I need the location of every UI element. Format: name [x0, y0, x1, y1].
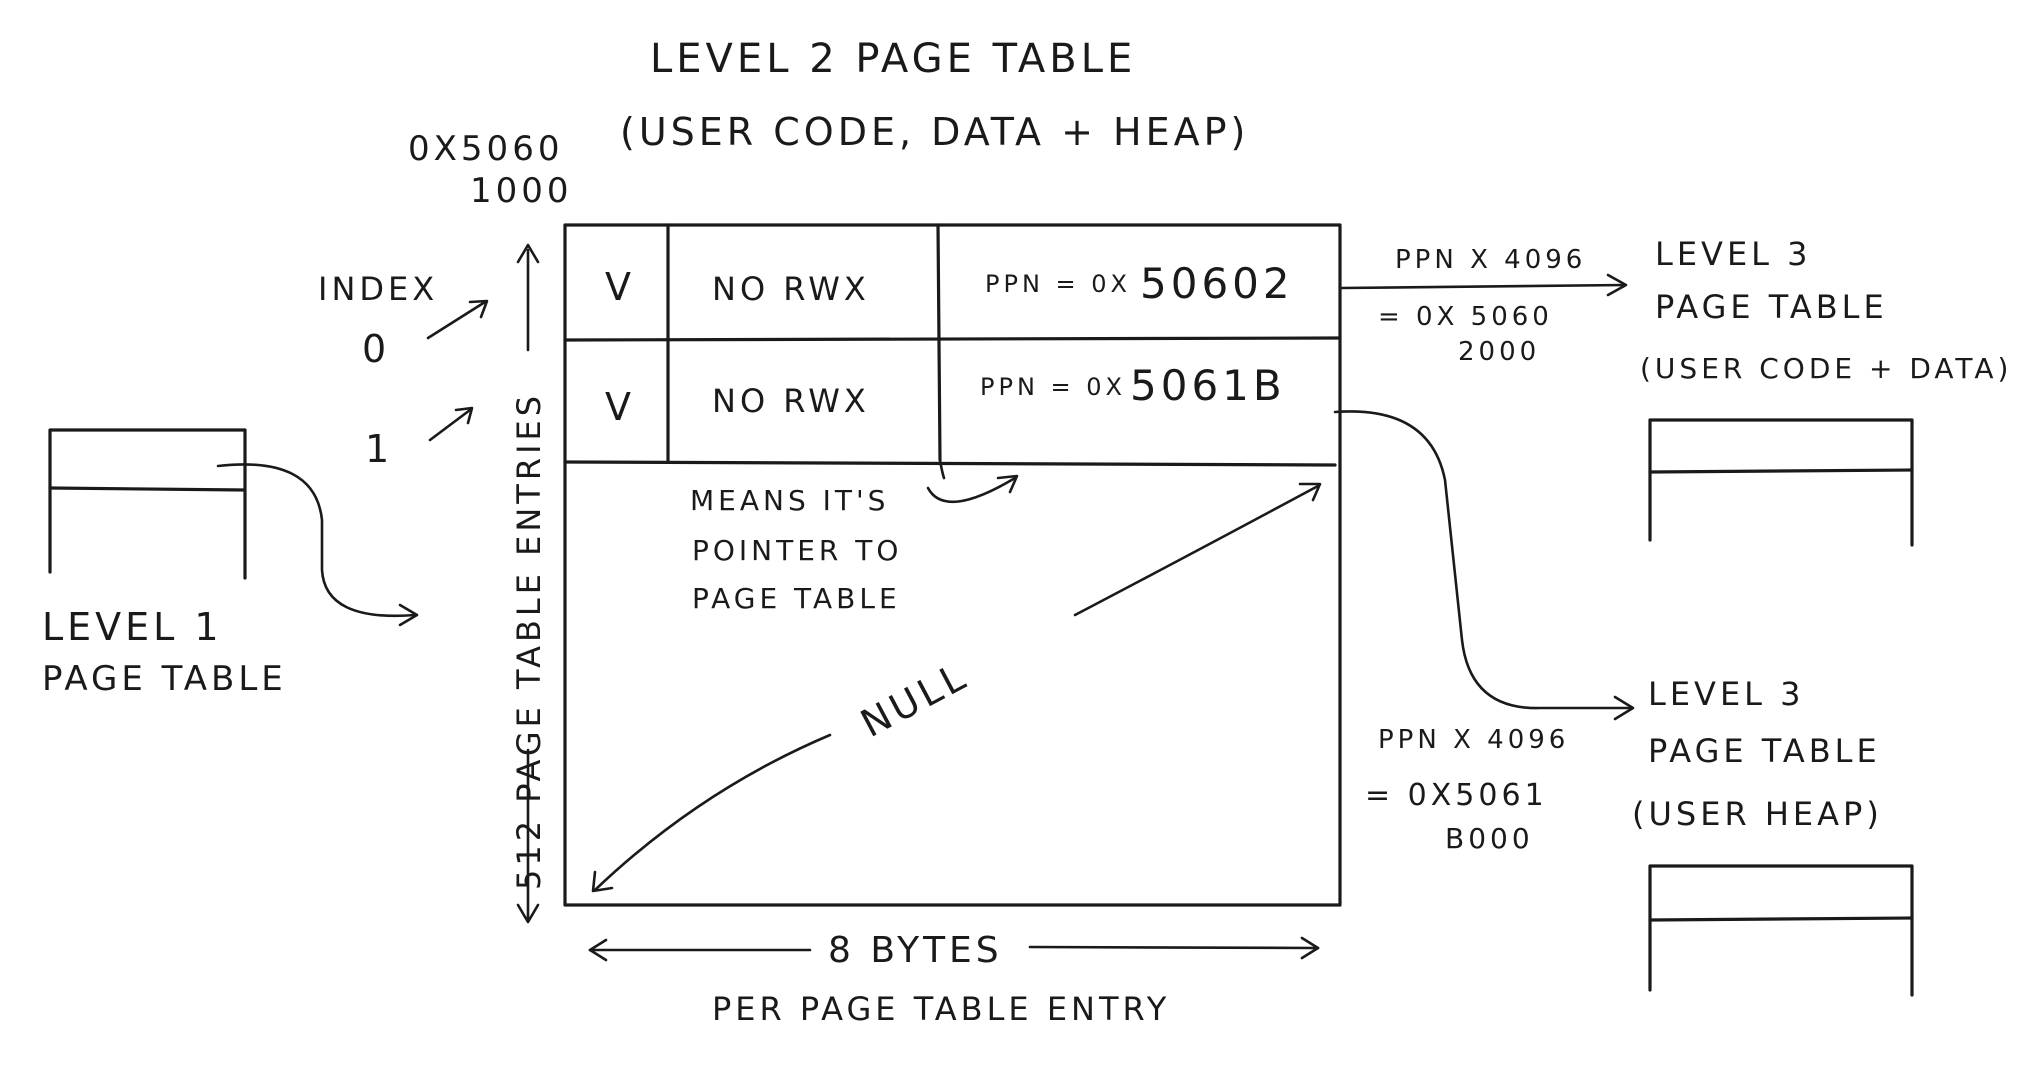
- entry-width-arrow: [588, 936, 1320, 962]
- level3-heap-page-table: [1648, 864, 1914, 997]
- note-line3: PAGE TABLE: [692, 582, 901, 615]
- level2-address-line2: 1000: [470, 171, 573, 211]
- entry-valid-bit: V: [605, 385, 635, 429]
- level3-heap-title-line2: PAGE TABLE: [1648, 732, 1881, 770]
- note-line1: MEANS IT'S: [690, 484, 889, 517]
- index-1-arrow: [428, 406, 474, 442]
- level1-title-line2: PAGE TABLE: [42, 659, 287, 699]
- entry1-to-level3-heap-arrow: [1333, 410, 1635, 721]
- entry-ppn-prefix: PPN = 0x: [980, 373, 1126, 401]
- entry-valid-bit: V: [605, 265, 635, 309]
- calc-top-line2: = 0x 5060: [1378, 302, 1553, 332]
- level3-heap-title-line3: (USER HEAP): [1632, 795, 1883, 833]
- calc-bottom-line2: = 0x5061: [1365, 778, 1548, 813]
- entry-width-label: 8 BYTES: [828, 930, 1003, 971]
- calc-bottom-line1: PPN x 4096: [1378, 725, 1569, 755]
- null-label: NULL: [854, 653, 976, 746]
- level2-page-table: [563, 223, 1342, 907]
- index-label: INDEX: [318, 270, 438, 308]
- level3-code-title-line3: (USER CODE + DATA): [1640, 352, 2012, 385]
- index-0-label: 0: [362, 327, 390, 371]
- page-table-entry-1: V NO RWX PPN = 0x 5061B: [605, 361, 1286, 429]
- level1-page-table: [48, 428, 247, 580]
- entries-count-label: 512 PAGE TABLE ENTRIES: [510, 392, 548, 890]
- calc-top-line1: PPN x 4096: [1395, 245, 1586, 275]
- entry-permissions: NO RWX: [712, 270, 870, 308]
- note-arrow: [926, 474, 1019, 504]
- entry-ppn-prefix: PPN = 0x: [985, 270, 1131, 298]
- level2-title-line1: LEVEL 2 PAGE TABLE: [650, 36, 1136, 82]
- level2-title-line2: (USER CODE, DATA + HEAP): [620, 110, 1249, 154]
- level3-code-page-table: [1648, 418, 1914, 547]
- null-region-arrow: [591, 482, 1322, 893]
- level3-code-title-line2: PAGE TABLE: [1655, 288, 1888, 326]
- index-1-label: 1: [365, 427, 393, 471]
- entries-count-arrow: [516, 243, 540, 924]
- level1-title-line1: LEVEL 1: [42, 605, 223, 649]
- entry0-to-level3-code-arrow: [1340, 273, 1628, 297]
- level1-to-level2-arrow: [216, 463, 419, 627]
- entry-permissions: NO RWX: [712, 382, 870, 420]
- calc-bottom-line3: B000: [1445, 822, 1534, 855]
- index-0-arrow: [426, 299, 489, 340]
- level2-address-line1: 0x5060: [408, 129, 563, 169]
- page-table-entry-0: V NO RWX PPN = 0x 50602: [605, 259, 1294, 309]
- entry-ppn-value: 5061B: [1130, 361, 1286, 410]
- entry-ppn-value: 50602: [1140, 259, 1294, 308]
- level3-heap-title-line1: LEVEL 3: [1648, 675, 1805, 713]
- entry-width-sub: PER PAGE TABLE ENTRY: [712, 990, 1170, 1028]
- note-line2: POINTER TO: [692, 534, 902, 567]
- calc-top-line3: 2000: [1458, 337, 1540, 367]
- level3-code-title-line1: LEVEL 3: [1655, 235, 1812, 273]
